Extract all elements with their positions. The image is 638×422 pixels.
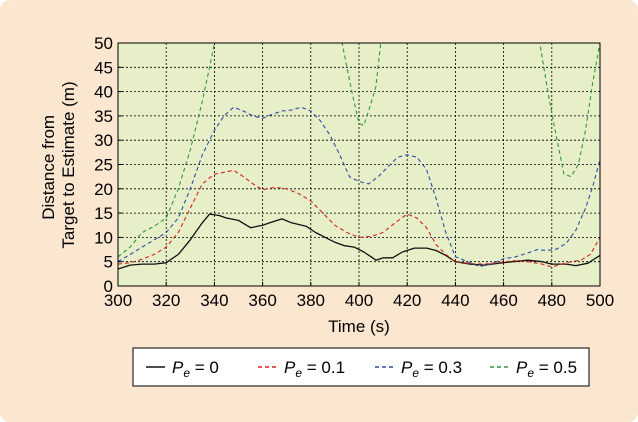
y-tick-label: 10 bbox=[94, 228, 113, 247]
series-line-3 bbox=[118, 42, 600, 258]
x-tick-label: 420 bbox=[393, 291, 421, 310]
y-tick-label: 5 bbox=[104, 253, 113, 272]
y-axis-label: Distance from Target to Estimate (m) bbox=[39, 81, 78, 248]
y-tick-label: 50 bbox=[94, 34, 113, 53]
x-tick-label: 360 bbox=[248, 291, 276, 310]
y-tick-label: 40 bbox=[94, 83, 113, 102]
x-tick-label: 320 bbox=[152, 291, 180, 310]
y-axis-label-line-1: Distance from bbox=[39, 115, 58, 220]
y-tick-label: 15 bbox=[94, 204, 113, 223]
y-axis-ticks: 0 5 10 15 20 25 30 35 40 45 50 bbox=[94, 34, 122, 296]
y-tick-label: 30 bbox=[94, 131, 113, 150]
legend-label-3: Pe = 0.5 bbox=[516, 358, 577, 380]
legend-box bbox=[132, 347, 590, 387]
x-axis-label: Time (s) bbox=[328, 317, 390, 336]
x-tick-label: 480 bbox=[538, 291, 566, 310]
series-line-0 bbox=[118, 213, 600, 270]
series-line-1 bbox=[118, 169, 600, 268]
y-tick-label: 45 bbox=[94, 58, 113, 77]
legend-label-2: Pe = 0.3 bbox=[401, 358, 462, 380]
x-axis-ticks: 300 320 340 360 380 400 420 440 460 480 500 bbox=[104, 282, 614, 310]
x-tick-label: 340 bbox=[200, 291, 228, 310]
x-tick-label: 400 bbox=[345, 291, 373, 310]
y-tick-label: 0 bbox=[104, 277, 113, 296]
legend-label-1: Pe = 0.1 bbox=[284, 358, 345, 380]
legend-label-0: Pe = 0 bbox=[172, 358, 219, 380]
series-lines bbox=[118, 42, 600, 270]
y-tick-label: 25 bbox=[94, 156, 113, 175]
x-tick-label: 440 bbox=[441, 291, 469, 310]
x-tick-label: 300 bbox=[104, 291, 132, 310]
x-tick-label: 380 bbox=[297, 291, 325, 310]
y-tick-label: 20 bbox=[94, 180, 113, 199]
y-tick-label: 35 bbox=[94, 107, 113, 126]
legend: Pe = 0 Pe = 0.1 Pe = 0.3 Pe = 0.5 bbox=[132, 347, 590, 387]
series-line-2 bbox=[118, 106, 600, 268]
y-axis-label-line-2: Target to Estimate (m) bbox=[59, 81, 78, 248]
x-tick-label: 460 bbox=[489, 291, 517, 310]
x-tick-label: 500 bbox=[586, 291, 614, 310]
